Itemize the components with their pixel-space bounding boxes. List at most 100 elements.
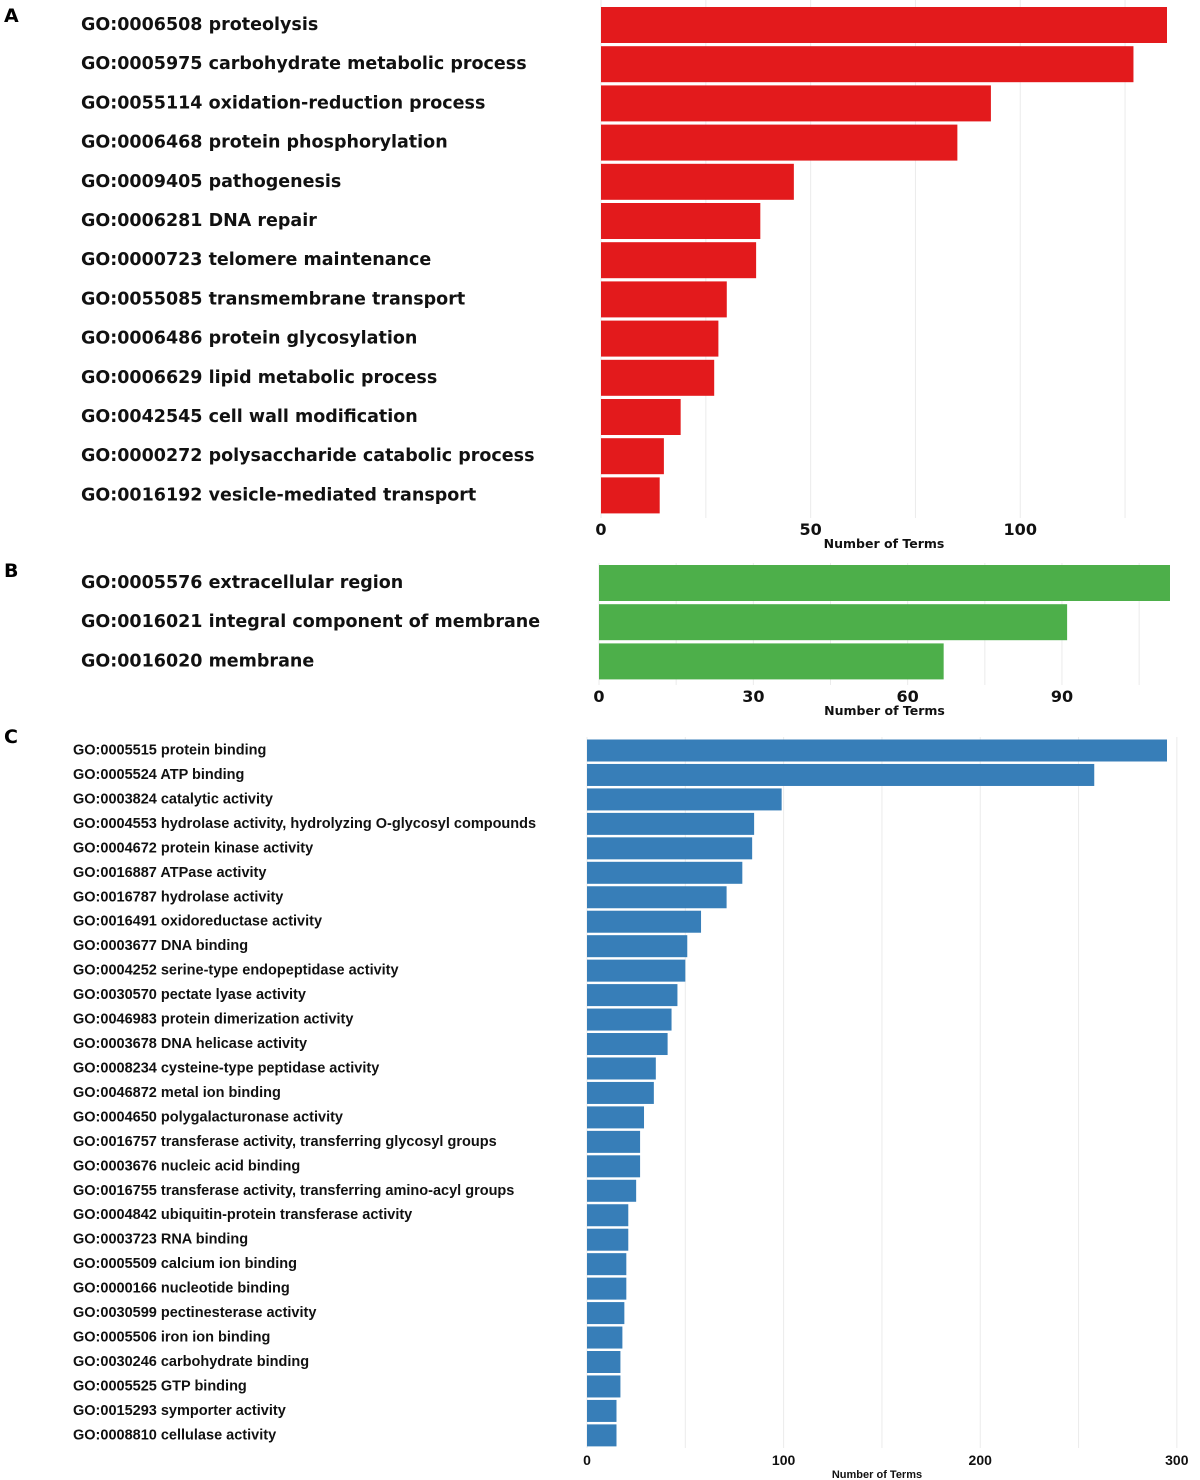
x-tick-label: 100 bbox=[772, 1452, 796, 1468]
category-label: GO:0005975 carbohydrate metabolic proces… bbox=[81, 54, 527, 74]
category-label: GO:0016887 ATPase activity bbox=[73, 865, 266, 881]
bar bbox=[601, 399, 681, 435]
category-label: GO:0006281 DNA repair bbox=[81, 211, 317, 231]
bar bbox=[587, 959, 686, 982]
category-label: GO:0030599 pectinesterase activity bbox=[73, 1305, 316, 1321]
bar bbox=[601, 124, 958, 161]
bar bbox=[601, 281, 727, 318]
category-label: GO:0000723 telomere maintenance bbox=[81, 250, 431, 270]
x-tick-label: 90 bbox=[1051, 687, 1073, 706]
category-label: GO:0009405 pathogenesis bbox=[81, 172, 341, 192]
x-tick-label: 0 bbox=[595, 520, 606, 539]
category-label: GO:0006486 protein glycosylation bbox=[81, 329, 417, 349]
category-label: GO:0016020 membrane bbox=[81, 651, 314, 671]
bar bbox=[599, 643, 944, 680]
bar bbox=[587, 1253, 627, 1276]
category-label: GO:0030570 pectate lyase activity bbox=[73, 987, 306, 1003]
category-label: GO:0005506 iron ion binding bbox=[73, 1330, 270, 1346]
bar bbox=[587, 910, 702, 933]
bar bbox=[587, 935, 688, 958]
panel-label: A bbox=[4, 5, 19, 27]
x-tick-label: 50 bbox=[799, 520, 821, 539]
bar bbox=[601, 85, 991, 122]
category-label: GO:0005524 ATP binding bbox=[73, 767, 244, 783]
bar bbox=[599, 565, 1170, 601]
bar bbox=[587, 1081, 654, 1104]
category-label: GO:0004553 hydrolase activity, hydrolyzi… bbox=[73, 816, 536, 832]
bar bbox=[601, 7, 1167, 43]
category-label: GO:0016787 hydrolase activity bbox=[73, 889, 283, 905]
bar bbox=[587, 861, 743, 884]
category-label: GO:0006468 protein phosphorylation bbox=[81, 133, 448, 153]
category-label: GO:0030246 carbohydrate binding bbox=[73, 1354, 309, 1370]
category-label: GO:0003678 DNA helicase activity bbox=[73, 1036, 307, 1052]
bar bbox=[587, 1057, 656, 1080]
x-tick-label: 0 bbox=[583, 1452, 591, 1468]
category-label: GO:0008234 cysteine-type peptidase activ… bbox=[73, 1060, 379, 1076]
bar bbox=[587, 1179, 637, 1202]
category-label: GO:0046872 metal ion binding bbox=[73, 1085, 281, 1101]
category-label: GO:0003824 catalytic activity bbox=[73, 791, 273, 807]
category-label: GO:0000166 nucleotide binding bbox=[73, 1281, 290, 1297]
category-label: GO:0004842 ubiquitin-protein transferase… bbox=[73, 1207, 412, 1223]
category-label: GO:0004672 protein kinase activity bbox=[73, 840, 313, 856]
category-label: GO:0016757 transferase activity, transfe… bbox=[73, 1134, 497, 1150]
x-tick-label: 60 bbox=[897, 687, 919, 706]
x-tick-label: 100 bbox=[1004, 520, 1037, 539]
panel-label: C bbox=[4, 726, 18, 748]
bar bbox=[587, 1375, 621, 1398]
category-label: GO:0055114 oxidation-reduction process bbox=[81, 93, 485, 113]
category-label: GO:0003677 DNA binding bbox=[73, 938, 248, 954]
bar bbox=[599, 604, 1068, 641]
x-tick-label: 0 bbox=[593, 687, 604, 706]
category-label: GO:0005576 extracellular region bbox=[81, 573, 403, 593]
x-tick-label: 200 bbox=[969, 1452, 993, 1468]
bar bbox=[587, 763, 1095, 786]
category-label: GO:0046983 protein dimerization activity bbox=[73, 1012, 353, 1028]
category-label: GO:0016755 transferase activity, transfe… bbox=[73, 1183, 514, 1199]
category-label: GO:0004650 polygalacturonase activity bbox=[73, 1109, 343, 1125]
bar bbox=[587, 1424, 617, 1447]
bar bbox=[587, 1302, 625, 1325]
bar bbox=[587, 1033, 668, 1056]
category-label: GO:0015293 symporter activity bbox=[73, 1403, 286, 1419]
category-label: GO:0003723 RNA binding bbox=[73, 1232, 248, 1248]
bar bbox=[587, 1130, 641, 1153]
bar bbox=[587, 1399, 617, 1422]
bar bbox=[587, 1155, 641, 1178]
category-label: GO:0004252 serine-type endopeptidase act… bbox=[73, 963, 399, 979]
category-label: GO:0055085 transmembrane transport bbox=[81, 289, 465, 309]
category-label: GO:0005525 GTP binding bbox=[73, 1378, 247, 1394]
bar bbox=[601, 320, 719, 357]
bar bbox=[587, 739, 1167, 762]
category-label: GO:0005509 calcium ion binding bbox=[73, 1256, 297, 1272]
category-label: GO:0042545 cell wall modification bbox=[81, 407, 418, 427]
bar bbox=[587, 812, 755, 835]
bar bbox=[587, 1008, 672, 1031]
bar bbox=[601, 203, 761, 239]
x-axis-title: Number of Terms bbox=[824, 703, 945, 718]
category-label: GO:0000272 polysaccharide catabolic proc… bbox=[81, 446, 535, 466]
bar bbox=[587, 886, 727, 909]
category-label: GO:0005515 protein binding bbox=[73, 743, 266, 759]
bar bbox=[601, 359, 715, 396]
category-label: GO:0016192 vesicle-mediated transport bbox=[81, 485, 476, 505]
category-label: GO:0003676 nucleic acid binding bbox=[73, 1158, 300, 1174]
bar bbox=[587, 1106, 645, 1129]
bar bbox=[587, 984, 678, 1007]
category-label: GO:0008810 cellulase activity bbox=[73, 1427, 276, 1443]
bar bbox=[601, 477, 660, 514]
x-tick-label: 30 bbox=[742, 687, 764, 706]
bar bbox=[587, 1204, 629, 1227]
bar bbox=[587, 788, 782, 811]
bar bbox=[601, 163, 794, 200]
category-label: GO:0016021 integral component of membran… bbox=[81, 612, 540, 632]
category-label: GO:0006629 lipid metabolic process bbox=[81, 368, 437, 388]
bar bbox=[601, 242, 757, 279]
x-tick-label: 300 bbox=[1165, 1452, 1189, 1468]
panel-label: B bbox=[4, 560, 18, 582]
category-label: GO:0006508 proteolysis bbox=[81, 15, 318, 35]
category-label: GO:0016491 oxidoreductase activity bbox=[73, 914, 322, 930]
x-axis-title: Number of Terms bbox=[824, 536, 945, 551]
